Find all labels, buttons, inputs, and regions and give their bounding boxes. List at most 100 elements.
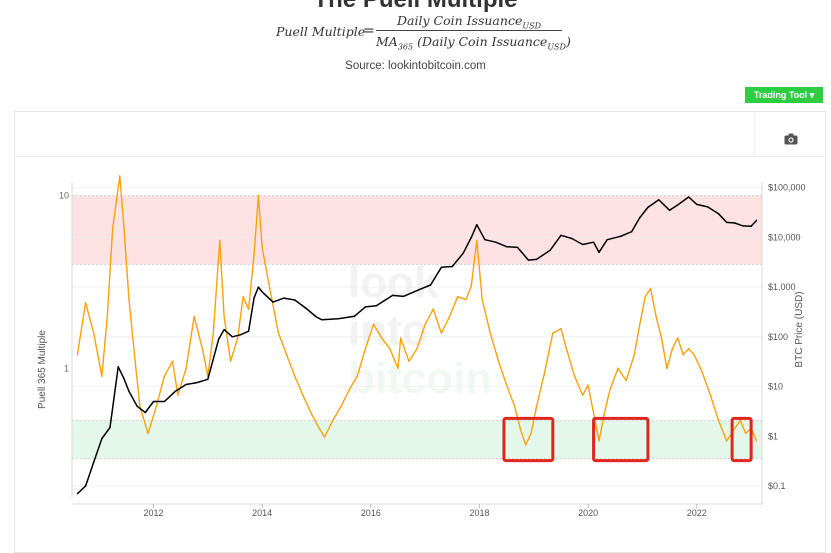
series-point: [321, 319, 323, 321]
formula-numerator: Daily Coin IssuanceUSD: [376, 12, 562, 31]
series-point: [519, 427, 521, 429]
series-point: [364, 306, 367, 308]
series-point: [171, 360, 174, 362]
denominator-prefix-subscript: 365: [397, 42, 414, 52]
puell-chart: lookintobitcoin 10 1 $100,000 $10,000 $1,000 $…: [37, 175, 806, 518]
series-point: [408, 360, 410, 362]
series-point: [609, 389, 611, 391]
trading-tool-label: Trading Tool: [753, 90, 808, 100]
series-point: [84, 302, 87, 304]
series-point: [429, 284, 432, 286]
series-point: [739, 419, 741, 422]
series-point: [119, 175, 121, 177]
series-point: [397, 367, 399, 370]
series-point: [582, 243, 584, 246]
series-point: [128, 390, 130, 393]
series-point: [592, 241, 595, 243]
series-point: [372, 323, 375, 325]
series-point: [668, 209, 671, 212]
series-point: [677, 204, 679, 206]
series-point: [76, 492, 79, 495]
fraction-bar: [376, 30, 562, 31]
series-point: [620, 235, 622, 238]
x-tick-label: 2016: [361, 508, 381, 518]
series-point: [93, 461, 95, 463]
x-tick-label: 2018: [469, 508, 489, 518]
series-point: [639, 323, 641, 325]
page-title: The Puell Multiple: [0, 0, 831, 14]
series-point: [112, 227, 114, 229]
trading-tool-button[interactable]: Trading Tool ▾: [745, 87, 823, 103]
chart-panel: look into bitcoin 10 1 $100,000 $10,000 $1,000 $…: [14, 111, 826, 553]
series-point: [323, 436, 326, 438]
series-point: [671, 348, 674, 350]
series-point: [356, 375, 358, 377]
y-right-tick-label: $1: [768, 431, 778, 441]
series-point: [701, 371, 703, 373]
series-point: [152, 400, 155, 403]
series-point: [133, 354, 136, 356]
series-point: [530, 432, 532, 435]
series-point: [269, 290, 272, 292]
series-point: [337, 318, 339, 320]
series-point: [318, 427, 320, 429]
series-point: [495, 241, 497, 243]
series-point: [283, 297, 285, 299]
series-point: [470, 285, 473, 287]
series-point: [239, 334, 242, 336]
x-tick-label: 2022: [687, 508, 707, 518]
series-point: [476, 223, 478, 226]
series-point: [302, 394, 304, 396]
y-right-tick-label: $100: [768, 332, 788, 342]
watermark-logo: lookintobitcoin: [348, 258, 492, 403]
series-point: [682, 354, 684, 356]
source-caption: Source: lookintobitcoin.com: [345, 60, 486, 72]
series-point: [261, 291, 263, 293]
series-point: [419, 288, 421, 291]
series-point: [750, 225, 752, 227]
y-left-tick-label: 10: [59, 191, 69, 201]
series-point: [231, 336, 233, 338]
formula-equals: =: [363, 23, 375, 39]
numerator-subscript: USD: [522, 21, 541, 31]
series-point: [514, 405, 516, 408]
denominator-close: ): [565, 34, 571, 49]
band-low: [72, 420, 762, 459]
series-point: [549, 249, 551, 251]
series-point: [603, 412, 606, 414]
series-point: [571, 237, 573, 240]
series-point: [696, 203, 698, 206]
series-point: [294, 299, 296, 301]
camera-button[interactable]: [754, 112, 825, 156]
series-point: [177, 394, 179, 396]
series-point: [633, 354, 636, 356]
series-point: [644, 296, 646, 298]
series-point: [755, 219, 758, 222]
highlight-box: [502, 416, 555, 463]
chart-toolbar: [15, 112, 825, 157]
series-point: [516, 246, 519, 249]
series-point: [630, 231, 633, 233]
series-point: [598, 440, 600, 442]
series-point: [505, 245, 508, 248]
series-point: [535, 258, 538, 261]
series-point: [332, 419, 334, 422]
series-point: [543, 371, 546, 373]
camera-icon[interactable]: [784, 133, 798, 145]
series-point: [193, 315, 195, 318]
series-point: [128, 298, 130, 301]
series-point: [617, 367, 619, 370]
series-point: [391, 294, 394, 297]
series-point: [364, 348, 367, 350]
formula-lhs: Puell Multiple: [276, 24, 366, 39]
series-point: [606, 238, 608, 241]
series-point: [647, 206, 649, 209]
series-point: [196, 381, 198, 384]
series-point: [294, 375, 296, 377]
series-point: [717, 212, 720, 215]
series-point: [489, 332, 492, 334]
series-point: [122, 377, 125, 379]
x-tick-label: 2012: [143, 508, 163, 518]
series-point: [117, 366, 119, 368]
series-point: [163, 400, 166, 403]
